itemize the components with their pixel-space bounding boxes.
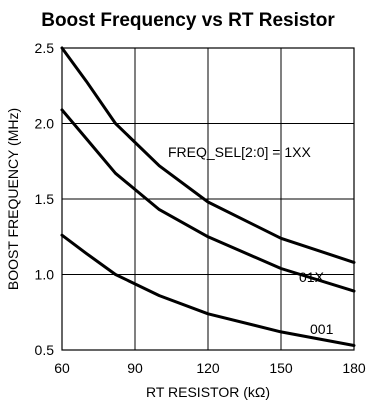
grid-lines bbox=[62, 48, 354, 350]
y-tick-labels: 0.5 1.0 1.5 2.0 2.5 bbox=[35, 40, 55, 358]
y-tick-label: 2.0 bbox=[35, 116, 55, 132]
x-tick-label: 150 bbox=[269, 360, 293, 376]
x-tick-label: 180 bbox=[342, 360, 366, 376]
x-tick-labels: 60 90 120 150 180 bbox=[54, 360, 366, 376]
y-tick-label: 1.5 bbox=[35, 191, 55, 207]
y-tick-label: 1.0 bbox=[35, 267, 55, 283]
y-axis-label: BOOST FREQUENCY (MHz) bbox=[5, 108, 21, 290]
y-tick-label: 0.5 bbox=[35, 342, 55, 358]
x-tick-label: 90 bbox=[127, 360, 143, 376]
series-line-01x bbox=[60, 108, 356, 293]
series-label-01x: 01X bbox=[299, 269, 325, 285]
x-tick-label: 120 bbox=[196, 360, 220, 376]
series-line-1xx bbox=[60, 46, 356, 264]
series-curves bbox=[60, 46, 356, 347]
series-label-1xx: FREQ_SEL[2:0] = 1XX bbox=[168, 144, 311, 160]
plot-frame bbox=[61, 47, 355, 351]
chart-title: Boost Frequency vs RT Resistor bbox=[41, 10, 335, 31]
x-tick-label: 60 bbox=[54, 360, 70, 376]
series-label-001: 001 bbox=[310, 321, 334, 337]
series-line-001 bbox=[60, 233, 356, 347]
y-tick-label: 2.5 bbox=[35, 40, 55, 56]
x-axis-label: RT RESISTOR (kΩ) bbox=[146, 384, 270, 400]
